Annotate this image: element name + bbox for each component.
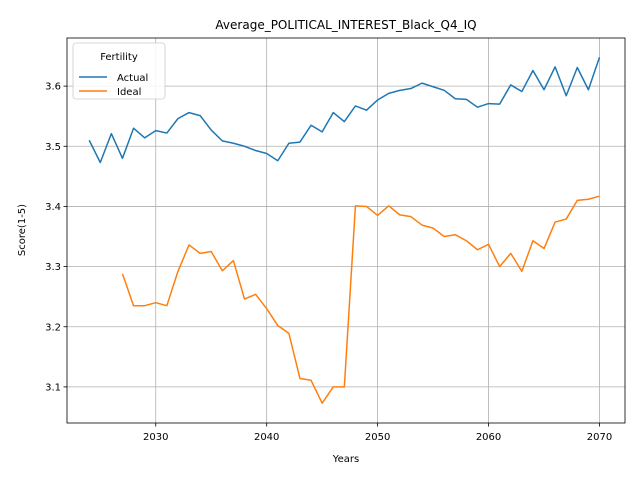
- y-axis-label: Score(1-5): [17, 204, 28, 256]
- x-tick-label: 2030: [143, 432, 168, 443]
- x-tick-label: 2060: [476, 432, 501, 443]
- y-axis: 3.1 3.2 3.3 3.4 3.5 3.6: [45, 82, 67, 393]
- y-tick-label: 3.2: [45, 322, 61, 333]
- series-line-actual: [88, 57, 601, 164]
- y-tick-label: 3.6: [45, 82, 61, 93]
- legend-label-actual: Actual: [117, 73, 148, 84]
- series-lines: [88, 57, 601, 404]
- legend-label-ideal: Ideal: [117, 87, 141, 98]
- chart-title: Average_POLITICAL_INTEREST_Black_Q4_IQ: [215, 18, 476, 32]
- x-tick-label: 2050: [365, 432, 390, 443]
- x-tick-label: 2040: [254, 432, 279, 443]
- x-axis-label: Years: [332, 454, 359, 465]
- legend: Fertility Actual Ideal: [72, 42, 166, 100]
- y-tick-label: 3.4: [45, 202, 61, 213]
- y-tick-label: 3.1: [45, 382, 61, 393]
- series-line-ideal: [121, 195, 600, 404]
- legend-title: Fertility: [100, 52, 138, 63]
- plot-frame: [66, 37, 626, 424]
- y-tick-label: 3.5: [45, 142, 61, 153]
- y-tick-label: 3.3: [45, 262, 61, 273]
- x-tick-label: 2070: [587, 432, 612, 443]
- legend-box: [72, 42, 166, 100]
- x-axis: 2030 2040 2050 2060 2070: [143, 423, 612, 443]
